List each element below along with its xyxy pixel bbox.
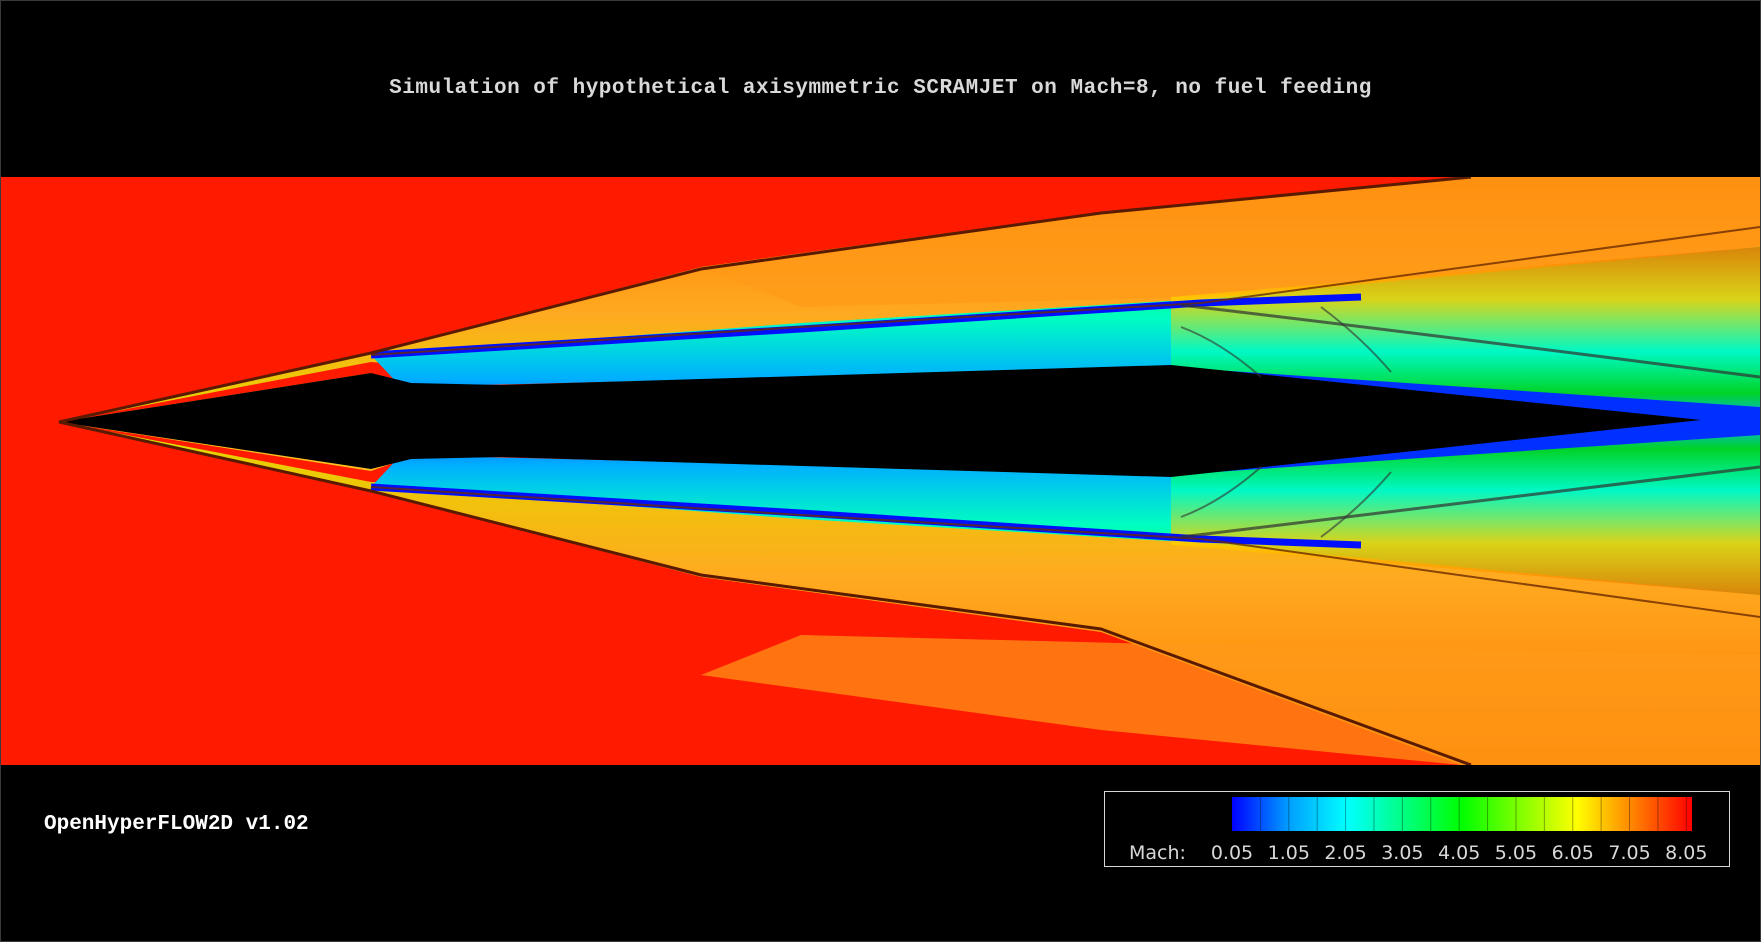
colorbar-legend: Mach: 0.05 1.05 2.05 3.05 4.05 5.05 6.05…	[1104, 791, 1730, 867]
colorbar-tick: 7.05	[1608, 842, 1651, 864]
colorbar-fill	[1232, 797, 1692, 831]
upper-bow-shock	[58, 177, 1472, 424]
lower-bow-shock	[58, 420, 1472, 765]
colorbar-tick: 1.05	[1267, 842, 1310, 864]
lower-cowl-shock	[370, 486, 1760, 618]
scramjet-centerbody	[59, 365, 1701, 477]
colorbar-tick: 4.05	[1438, 842, 1481, 864]
colorbar-tick: 0.05	[1210, 842, 1254, 864]
colorbar-label: Mach:	[1129, 842, 1186, 864]
colorbar-tick: 3.05	[1381, 842, 1424, 864]
mach-field-plot	[1, 177, 1760, 765]
colorbar-gradient	[1232, 797, 1692, 831]
upper-shock-cell	[1180, 306, 1392, 378]
colorbar-tick: 5.05	[1494, 842, 1538, 864]
lower-shock-cell	[1180, 466, 1392, 538]
upper-cowl-shock	[370, 226, 1760, 356]
lower-afterbody-expansion	[1171, 422, 1760, 475]
colorbar-tick: 8.05	[1665, 842, 1708, 864]
colorbar-tick: 2.05	[1324, 842, 1367, 864]
lower-reflected-shock	[1180, 465, 1760, 539]
software-version-label: OpenHyperFLOW2D v1.02	[44, 813, 309, 836]
lower-outer-flow	[701, 635, 1760, 765]
colorbar-tick: 6.05	[1551, 842, 1594, 864]
simulation-title: Simulation of hypothetical axisymmetric …	[389, 77, 1372, 100]
upper-reflected-shock	[1180, 303, 1760, 379]
